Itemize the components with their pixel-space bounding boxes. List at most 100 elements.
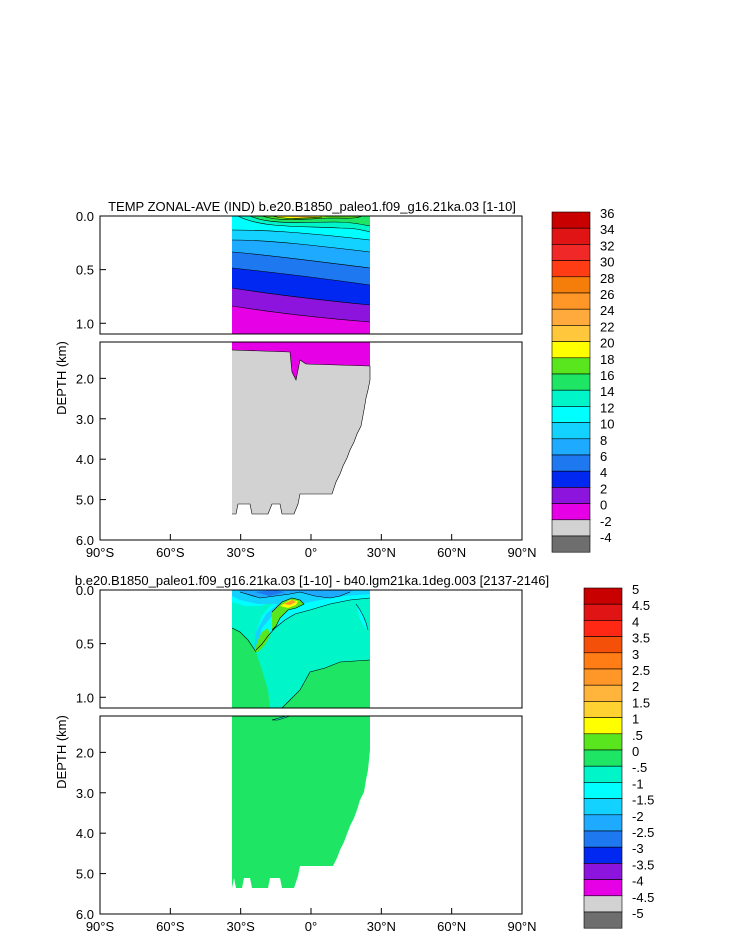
y-tick-label: 0.5 [76,637,94,652]
colorbar-label: 34 [600,222,614,237]
field-band [232,716,370,888]
x-tick-label: 90°S [86,919,115,934]
colorbar-swatch [583,814,623,832]
colorbar-label: 0 [600,498,607,513]
colorbar-label: 30 [600,255,614,270]
colorbar-label: -5 [632,906,644,921]
colorbar-swatch [551,373,591,391]
field-band [284,600,296,605]
field-band [254,628,270,652]
colorbar-swatch [583,587,623,605]
colorbar-swatch [583,668,623,686]
colorbar-label: 1.5 [632,695,650,710]
panel-2-upper-frame [99,589,523,709]
y-tick-label: 5.0 [76,493,94,508]
colorbar-swatch [583,733,623,751]
panel-2-ylabel: DEPTH (km) [54,715,69,789]
colorbar-swatch [551,503,591,521]
panel-2-title: b.e20.B1850_paleo1.f09_g16.21ka.03 [1-10… [75,573,549,588]
colorbar-swatch [583,782,623,799]
colorbar-swatch [551,406,591,423]
colorbar-swatch [583,846,623,864]
x-tick-label: 60°N [437,545,466,560]
y-tick-label: 6.0 [76,907,94,922]
y-tick-label: 3.0 [76,412,94,427]
panel-1-upper-frame [99,215,523,335]
y-tick-label: 1.0 [76,690,94,705]
colorbar-label: -2 [600,514,612,529]
colorbar-swatch [551,308,591,326]
colorbar-swatch [583,717,623,735]
colorbar-swatch [551,470,591,488]
colorbar-swatch [551,487,591,504]
panel-1-title: TEMP ZONAL-AVE (IND) b.e20.B1850_paleo1.… [108,199,516,214]
colorbar-swatch [551,292,591,310]
colorbar-label: 18 [600,352,614,367]
colorbar-label: -2 [632,809,644,824]
colorbar-swatch [551,389,591,407]
colorbar-label: 6 [600,449,607,464]
colorbar-swatch [551,438,591,456]
colorbar-swatch [583,798,623,816]
colorbar-swatch [551,341,591,359]
colorbar-label: -4 [632,874,644,889]
field-band [255,590,285,596]
colorbar-swatch [551,519,591,537]
colorbar-swatch [583,701,623,718]
colorbar-swatch [551,227,591,245]
colorbar-label: 5 [632,582,639,597]
x-tick-label: 30°S [226,545,255,560]
colorbar-label: -4 [600,530,612,545]
colorbar-label: 24 [600,303,614,318]
x-tick-label: 90°N [507,545,536,560]
colorbar-label: 16 [600,368,614,383]
field-band [232,350,370,514]
colorbar-swatch [583,863,623,880]
colorbar-label: -2.5 [632,825,654,840]
x-tick-label: 0° [305,545,317,560]
colorbar-label: 26 [600,287,614,302]
x-tick-label: 0° [305,919,317,934]
colorbar-swatch [583,620,623,637]
colorbar-label: 2 [600,481,607,496]
field-band [356,604,368,630]
colorbar-label: -1.5 [632,793,654,808]
field-band [232,342,370,380]
colorbar-swatch [551,325,591,342]
y-tick-label: 0.0 [76,583,94,598]
colorbar-swatch [551,535,591,553]
colorbar-label: -1 [632,776,644,791]
colorbar-label: 1 [632,712,639,727]
colorbar-swatch [583,636,623,654]
y-tick-label: 2.0 [76,371,94,386]
y-tick-label: 6.0 [76,533,94,548]
colorbar-label: -4.5 [632,890,654,905]
colorbar-label: -3 [632,841,644,856]
colorbar-swatch [583,830,623,848]
y-tick-label: 4.0 [76,452,94,467]
colorbar-swatch [583,603,623,621]
y-tick-label: 2.0 [76,745,94,760]
colorbar-label: .5 [632,728,643,743]
y-tick-label: 5.0 [76,867,94,882]
panel-2-lower-field [232,715,370,888]
y-tick-label: 4.0 [76,826,94,841]
y-tick-label: 0.0 [76,209,94,224]
colorbar-swatch [583,749,623,767]
colorbar-label: 4.5 [632,598,650,613]
panel-temperature-difference: b.e20.B1850_paleo1.f09_g16.21ka.03 [1-10… [54,573,654,934]
colorbar-swatch [583,911,623,929]
colorbar-label: 8 [600,433,607,448]
colorbar-label: -3.5 [632,857,654,872]
y-tick-label: 1.0 [76,316,94,331]
colorbar-label: 4 [632,614,639,629]
x-tick-label: 30°N [367,545,396,560]
colorbar-swatch [551,357,591,375]
colorbar-label: 20 [600,336,614,351]
colorbar-label: 3 [632,647,639,662]
x-tick-label: 90°S [86,545,115,560]
colorbar-swatch [551,422,591,440]
colorbar-swatch [551,244,591,261]
colorbar-label: 14 [600,384,614,399]
